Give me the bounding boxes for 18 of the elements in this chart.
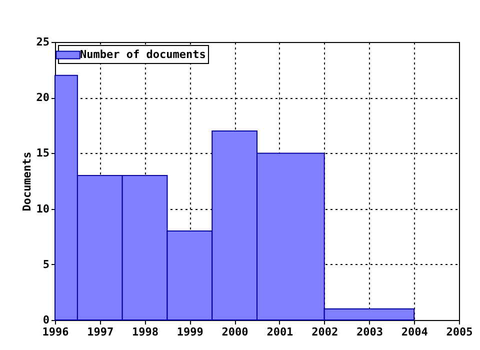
x-tick-label: 2004 — [401, 326, 428, 338]
x-tick-label: 2001 — [266, 326, 294, 338]
x-tick-label: 1997 — [87, 326, 114, 338]
x-tick-label: 2003 — [356, 326, 383, 338]
x-tick-label: 2005 — [446, 326, 473, 338]
y-tick-label: 20 — [36, 91, 50, 104]
y-tick-label: 15 — [36, 146, 50, 160]
x-tick-label: 1996 — [42, 326, 70, 338]
x-tick-label: 1999 — [176, 326, 204, 338]
x-tick-label: 2002 — [312, 326, 338, 338]
y-axis-title: Documents — [20, 152, 34, 212]
y-tick-label: 25 — [36, 36, 50, 48]
y-tick-label: 0 — [42, 314, 50, 326]
x-tick-label: 2000 — [222, 326, 248, 338]
y-tick-label: 5 — [42, 258, 50, 271]
legend-label: Number of documents — [80, 48, 206, 61]
x-tick-label: 1998 — [132, 326, 159, 338]
y-tick-label: 10 — [36, 202, 50, 216]
